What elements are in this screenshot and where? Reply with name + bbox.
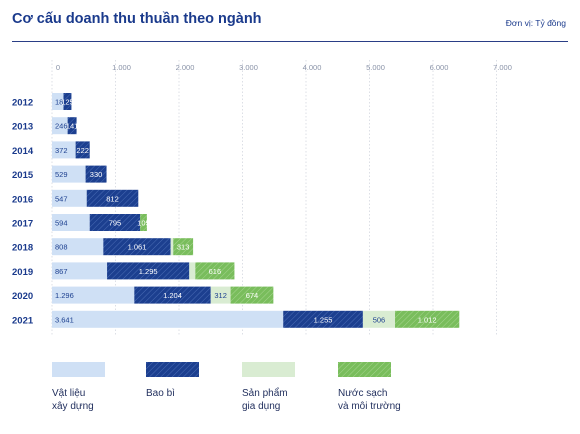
category-label: 2019: [12, 267, 33, 278]
data-label: 330: [90, 170, 103, 179]
data-label: 1.255: [314, 315, 333, 324]
data-label: 1.296: [55, 291, 74, 300]
x-tick-label: 4.000: [303, 63, 322, 72]
bar-segment: [52, 93, 64, 110]
x-tick-label: 0: [56, 63, 60, 72]
bar-segment: [86, 189, 139, 207]
data-label: 529: [55, 170, 68, 179]
bar-segment: [210, 286, 231, 304]
bar-segment: [52, 189, 87, 207]
x-tick-label: 3.000: [239, 63, 258, 72]
x-tick-label: 2.000: [176, 63, 195, 72]
data-label: 1.295: [139, 267, 158, 276]
chart-title: Cơ cấu doanh thu thuần theo ngành: [12, 11, 262, 27]
data-label: 547: [55, 194, 68, 203]
data-label: 616: [209, 267, 222, 276]
bar-segment: [52, 238, 104, 256]
category-label: 2013: [12, 122, 33, 133]
bar-segment: [89, 214, 141, 231]
x-tick-label: 1.000: [112, 63, 131, 72]
data-label: 594: [55, 219, 68, 228]
data-label: 372: [55, 146, 68, 155]
bar-segment: [52, 141, 76, 159]
data-label: 312: [214, 291, 227, 300]
unit-label: Đơn vị: Tỷ đồng: [505, 18, 566, 28]
x-tick-label: 7.000: [493, 63, 512, 72]
data-label: 808: [55, 243, 68, 252]
bar-segment: [52, 214, 90, 231]
x-tick-label: 5.000: [366, 63, 385, 72]
data-label: 313: [177, 243, 190, 252]
data-label: 506: [373, 315, 386, 324]
data-label: 867: [55, 267, 68, 276]
bar-segment: [230, 286, 274, 304]
bar-segment: [134, 286, 211, 304]
bar-segment: [173, 238, 194, 256]
bar-segment: [103, 238, 171, 256]
legend-swatch: [242, 362, 295, 377]
bar-segment: [107, 262, 190, 280]
data-label: 141: [66, 122, 79, 131]
category-label: 2014: [12, 146, 34, 157]
data-label: 105: [137, 219, 150, 228]
category-label: 2012: [12, 98, 33, 109]
data-label: 246: [55, 122, 68, 131]
legend-swatch: [338, 362, 391, 377]
bar-segment: [67, 117, 77, 135]
bar-segment: [195, 262, 235, 280]
bar-segment: [140, 214, 147, 231]
bar-segment: [170, 238, 174, 256]
bar-segment: [395, 310, 460, 328]
data-label: 222: [76, 146, 89, 155]
title-divider: [12, 41, 568, 42]
category-label: 2021: [12, 315, 34, 326]
data-label: 125: [61, 98, 74, 107]
bar-segment: [52, 310, 284, 328]
data-label: 1.012: [418, 315, 437, 324]
legend-swatch: [52, 362, 105, 377]
legend-swatch: [146, 362, 199, 377]
bar-segment: [52, 165, 86, 183]
x-tick-label: 6.000: [430, 63, 449, 72]
bar-segment: [189, 262, 196, 280]
bar-segment: [75, 141, 90, 159]
category-label: 2015: [12, 170, 34, 181]
category-label: 2017: [12, 219, 33, 230]
data-label: 1.061: [128, 243, 147, 252]
bar-segment: [52, 117, 68, 135]
data-label: 674: [246, 291, 259, 300]
bar-segment: [362, 310, 396, 328]
category-label: 2016: [12, 194, 33, 205]
bar-segment: [52, 262, 108, 280]
category-label: 2018: [12, 243, 33, 254]
bar-segment: [283, 310, 363, 328]
data-label: 812: [106, 194, 119, 203]
category-label: 2020: [12, 291, 33, 302]
bar-segment: [85, 165, 107, 183]
bar-segment: [52, 286, 135, 304]
data-label: 181: [55, 98, 68, 107]
bar-segment: [63, 93, 72, 110]
data-label: 3.641: [55, 315, 74, 324]
data-label: 795: [109, 219, 122, 228]
data-label: 1.204: [163, 291, 182, 300]
